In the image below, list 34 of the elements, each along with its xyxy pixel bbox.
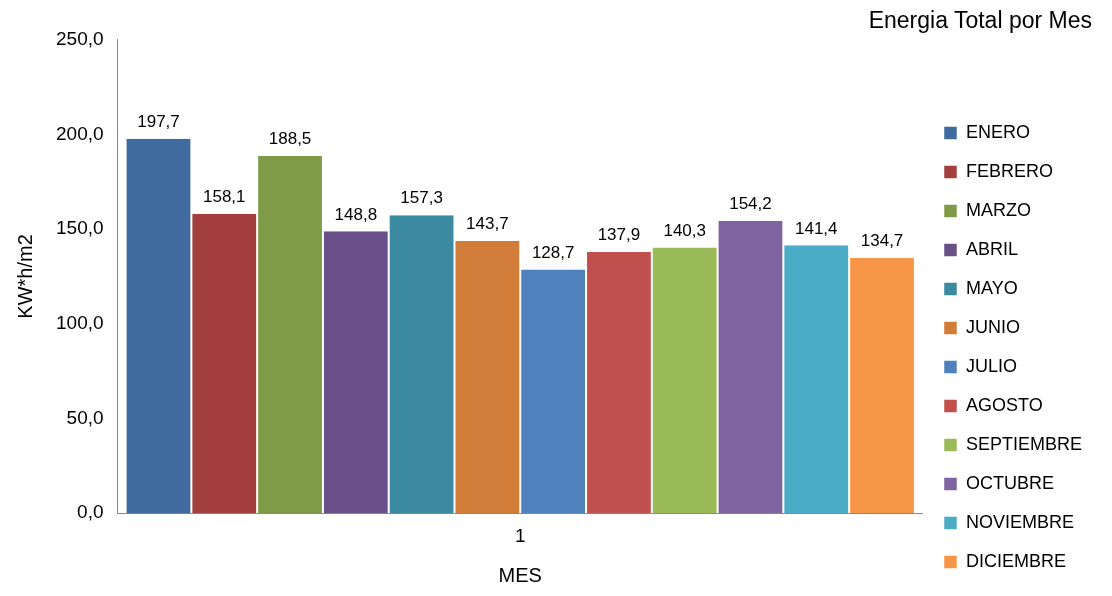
y-tick-label: 50,0: [66, 406, 104, 428]
data-label: 157,3: [400, 188, 443, 208]
legend-label: NOVIEMBRE: [965, 511, 1075, 532]
y-tick-label: 250,0: [56, 27, 104, 49]
y-tick-label: 150,0: [56, 217, 104, 239]
data-label: 137,9: [597, 225, 641, 245]
legend-label: MAYO: [965, 277, 1018, 298]
data-label: 140,3: [663, 220, 706, 240]
y-tick-label: 0,0: [77, 501, 104, 523]
legend-label: OCTUBRE: [965, 472, 1054, 493]
data-label: 188,5: [268, 129, 312, 149]
data-label: 148,8: [334, 204, 378, 224]
y-tick-label: 100,0: [56, 311, 104, 333]
legend-label: DICIEMBRE: [965, 550, 1066, 571]
data-label: 143,7: [466, 214, 509, 234]
text: Energia Total por Mes: [868, 7, 1092, 34]
legend-label: MARZO: [965, 199, 1031, 220]
x-axis-title: MES: [498, 563, 542, 586]
y-tick-label: 200,0: [56, 122, 104, 144]
data-label: 141,4: [794, 218, 838, 238]
legend-label: JUNIO: [965, 316, 1020, 337]
legend-label: FEBRERO: [965, 160, 1053, 181]
legend-label: ABRIL: [965, 238, 1019, 259]
legend-label: JULIO: [965, 355, 1017, 376]
data-label: 197,7: [137, 111, 180, 131]
data-label: 158,1: [202, 186, 246, 206]
data-label: 128,7: [531, 242, 575, 262]
legend-label: AGOSTO: [965, 394, 1043, 415]
x-tick-label: 1: [514, 524, 526, 546]
data-label: 154,2: [729, 194, 772, 214]
legend-label: SEPTIEMBRE: [965, 433, 1083, 454]
data-label: 134,7: [860, 231, 904, 251]
legend-label: ENERO: [965, 121, 1030, 142]
y-axis-title: KW*h/m2: [13, 234, 36, 319]
